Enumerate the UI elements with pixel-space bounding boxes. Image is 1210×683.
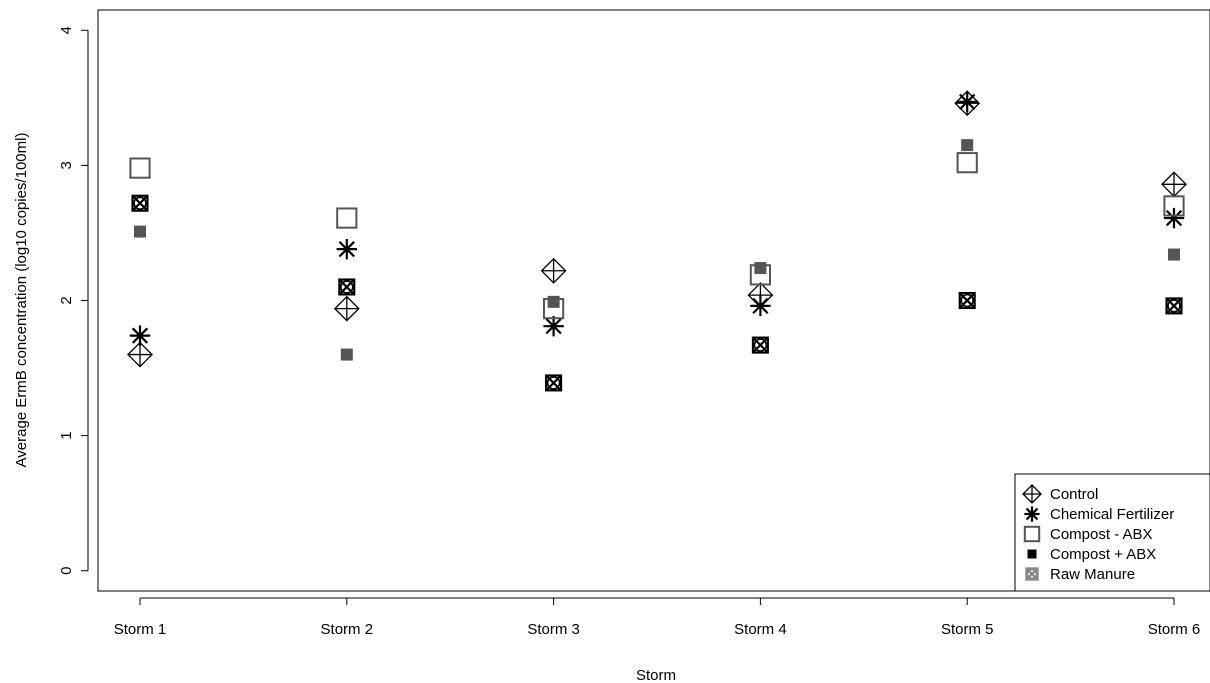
data-point-compost-abx xyxy=(956,152,978,174)
data-point-raw-manure xyxy=(751,336,769,354)
data-point-compost-abx xyxy=(129,157,151,179)
plot-frame xyxy=(97,9,1210,592)
data-point-compost-abx xyxy=(134,225,146,238)
x-tick-label: Storm 2 xyxy=(321,621,374,638)
y-tick-label: 0 xyxy=(58,567,75,575)
x-tick-label: Storm 4 xyxy=(734,621,787,638)
legend-box xyxy=(1014,473,1210,592)
data-point-compost-abx xyxy=(1163,195,1185,217)
legend-symbol xyxy=(1025,567,1039,581)
data-point-raw-manure xyxy=(338,278,356,296)
y-tick-label: 4 xyxy=(58,26,75,34)
data-point-chemical-fertilizer xyxy=(543,315,564,337)
data-point-compost-abx xyxy=(340,348,353,361)
data-point-raw-manure xyxy=(1165,297,1183,315)
data-point-compost-abx xyxy=(336,207,358,229)
legend-symbol xyxy=(1022,484,1042,504)
y-tick-label: 1 xyxy=(58,431,75,439)
y-tick-label: 3 xyxy=(58,161,75,169)
x-tick-label: Storm 3 xyxy=(527,621,580,638)
data-point-chemical-fertilizer xyxy=(1163,207,1185,229)
x-axis-title: Storm xyxy=(636,667,676,683)
data-point-control xyxy=(127,341,153,368)
data-point-chemical-fertilizer xyxy=(957,91,978,113)
legend: Control Chemical Fertilizer Compost - ABX C… xyxy=(1014,473,1210,592)
data-point-control xyxy=(333,295,360,322)
y-tick-label: 2 xyxy=(58,296,75,304)
legend-label: Chemical Fertilizer xyxy=(1050,506,1174,523)
legend-label: Control xyxy=(1050,486,1098,503)
data-point-raw-manure xyxy=(131,194,149,212)
data-point-raw-manure xyxy=(958,291,976,310)
x-tick-label: Storm 6 xyxy=(1148,621,1201,638)
data-point-raw-manure xyxy=(545,374,563,392)
y-axis: 0 1 2 3 4 xyxy=(58,26,89,575)
data-point-compost-abx xyxy=(547,295,560,308)
data-point-chemical-fertilizer xyxy=(750,295,771,317)
data-point-compost-abx xyxy=(1168,248,1180,261)
x-tick-label: Storm 5 xyxy=(941,621,994,638)
x-axis: Storm 1 Storm 2 Storm 3 Storm 4 Storm 5 Storm… xyxy=(114,597,1201,638)
data-point-chemical-fertilizer xyxy=(336,238,357,260)
data-point-control xyxy=(540,257,567,284)
legend-label: Compost - ABX xyxy=(1050,526,1153,543)
data-point-compost-abx xyxy=(754,262,767,275)
legend-symbol xyxy=(1024,506,1040,522)
data-point-control xyxy=(1161,171,1187,198)
legend-label: Compost + ABX xyxy=(1050,546,1156,563)
legend-symbol xyxy=(1023,525,1041,543)
data-point-chemical-fertilizer xyxy=(129,325,151,346)
data-points xyxy=(127,90,1187,392)
y-axis-title: Average ErmB concentration (log10 copies… xyxy=(13,133,30,468)
legend-symbol xyxy=(1027,549,1037,559)
data-point-compost-abx xyxy=(961,139,974,152)
x-tick-label: Storm 1 xyxy=(114,621,167,638)
legend-label: Raw Manure xyxy=(1050,566,1135,583)
